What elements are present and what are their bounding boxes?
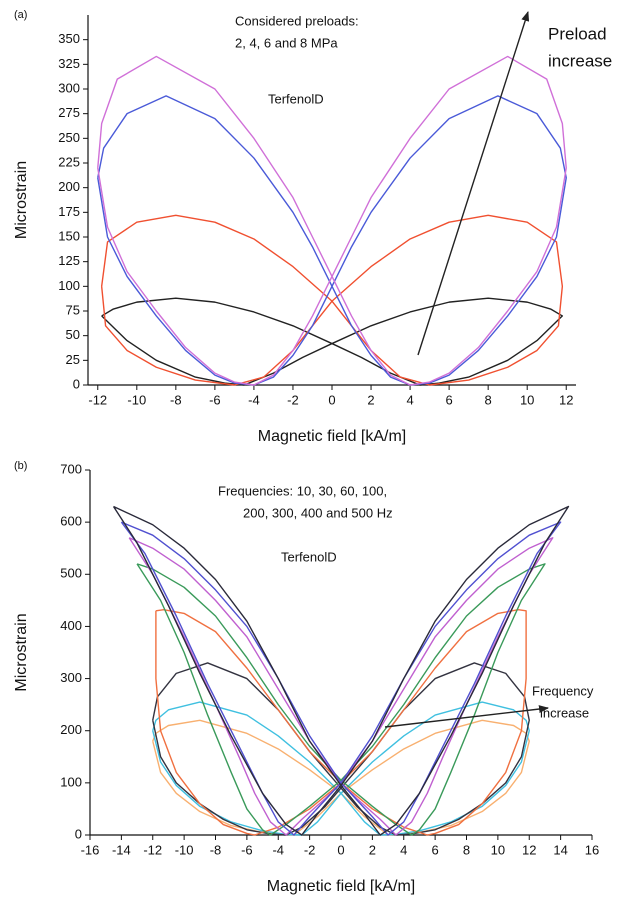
x-tick-label: 12	[559, 392, 573, 407]
y-tick-label: 175	[58, 204, 80, 219]
annotation: 2, 4, 6 and 8 MPa	[235, 35, 338, 50]
panel: 0255075100125150175200225250275300325350…	[13, 9, 612, 445]
y-tick-label: 700	[60, 461, 82, 476]
data-line	[97, 95, 567, 386]
x-tick-label: -8	[170, 392, 182, 407]
x-tick-label: 0	[337, 842, 344, 857]
y-tick-label: 200	[60, 722, 82, 737]
x-tick-label: -10	[175, 842, 194, 857]
y-tick-label: 500	[60, 566, 82, 581]
y-tick-label: 300	[60, 670, 82, 685]
data-line	[128, 537, 554, 836]
data-line	[97, 55, 567, 386]
x-tick-label: 8	[463, 842, 470, 857]
y-axis-label: Microstrain	[13, 613, 30, 691]
data-line	[152, 662, 530, 836]
x-tick-label: -2	[287, 392, 299, 407]
x-tick-label: 0	[328, 392, 335, 407]
y-tick-label: 225	[58, 154, 80, 169]
x-tick-label: 4	[400, 842, 407, 857]
y-tick-label: 600	[60, 514, 82, 529]
y-tick-label: 100	[60, 774, 82, 789]
annotation: TerfenolD	[281, 549, 337, 564]
y-tick-label: 75	[66, 302, 80, 317]
y-tick-label: 100	[58, 278, 80, 293]
x-tick-label: -12	[88, 392, 107, 407]
y-tick-label: 400	[60, 618, 82, 633]
data-line	[100, 214, 564, 386]
x-tick-label: 16	[585, 842, 599, 857]
data-line	[152, 701, 530, 836]
x-tick-label: 4	[406, 392, 413, 407]
x-axis-label: Magnetic field [kA/m]	[267, 878, 416, 895]
y-tick-label: 200	[58, 179, 80, 194]
x-axis-label: Magnetic field [kA/m]	[258, 428, 407, 445]
x-tick-label: -16	[81, 842, 100, 857]
x-tick-label: -6	[209, 392, 221, 407]
y-tick-label: 275	[58, 105, 80, 120]
x-tick-label: -10	[127, 392, 146, 407]
x-tick-label: -12	[143, 842, 162, 857]
annotation: Frequency	[532, 683, 594, 698]
x-tick-label: 6	[446, 392, 453, 407]
data-line	[155, 609, 527, 836]
x-tick-label: -14	[112, 842, 131, 857]
annotation: (b)	[14, 460, 27, 472]
annotation: 200, 300, 400 and 500 Hz	[243, 505, 393, 520]
annotation: Considered preloads:	[235, 13, 359, 28]
y-tick-label: 50	[66, 327, 80, 342]
x-tick-label: 2	[369, 842, 376, 857]
x-tick-label: 6	[432, 842, 439, 857]
data-line	[152, 719, 530, 836]
data-line	[101, 297, 564, 386]
x-tick-label: -2	[304, 842, 316, 857]
y-axis-label: Microstrain	[13, 161, 30, 239]
y-tick-label: 250	[58, 130, 80, 145]
y-tick-label: 325	[58, 56, 80, 71]
annotation: Frequencies: 10, 30, 60, 100,	[218, 483, 387, 498]
annotation-arrow	[384, 705, 549, 728]
y-tick-label: 125	[58, 253, 80, 268]
x-tick-label: 8	[485, 392, 492, 407]
x-tick-label: -8	[210, 842, 222, 857]
x-tick-label: 10	[491, 842, 505, 857]
data-line	[136, 563, 546, 836]
y-tick-label: 25	[66, 352, 80, 367]
x-tick-label: -4	[248, 392, 260, 407]
x-tick-label: 10	[520, 392, 534, 407]
y-tick-label: 0	[75, 826, 82, 841]
annotation: Preload	[548, 24, 607, 43]
annotation-arrow	[417, 11, 530, 356]
x-tick-label: -6	[241, 842, 253, 857]
x-tick-label: 2	[367, 392, 374, 407]
y-tick-label: 0	[73, 376, 80, 391]
annotation: increase	[548, 51, 612, 70]
data-line	[112, 505, 570, 836]
y-tick-label: 300	[58, 80, 80, 95]
y-tick-label: 350	[58, 31, 80, 46]
annotation: (a)	[14, 9, 27, 21]
x-tick-label: 14	[553, 842, 567, 857]
y-tick-label: 150	[58, 228, 80, 243]
data-line	[120, 521, 562, 836]
x-tick-label: 12	[522, 842, 536, 857]
annotation: increase	[540, 705, 589, 720]
x-tick-label: -4	[272, 842, 284, 857]
annotation: TerfenolD	[268, 91, 324, 106]
